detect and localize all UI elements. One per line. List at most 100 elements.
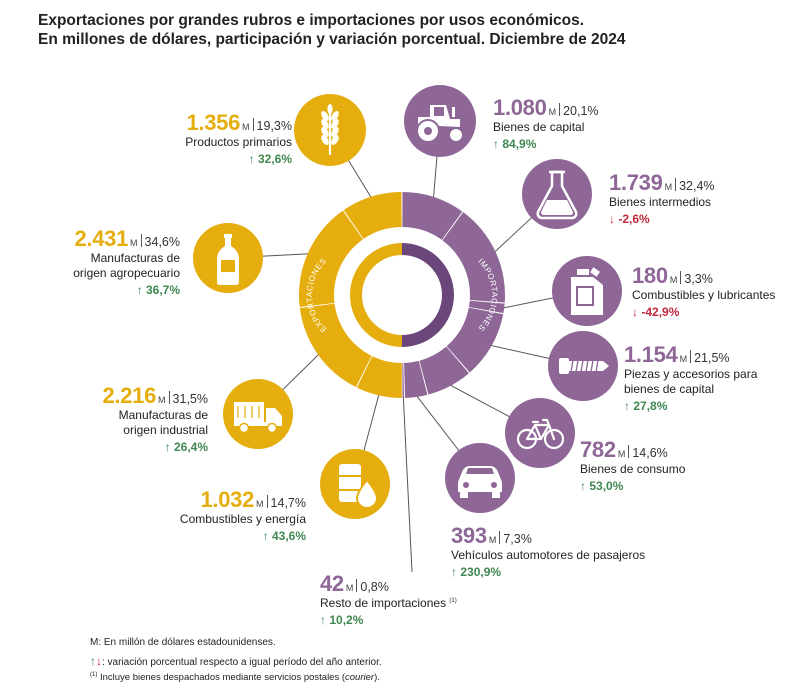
export-item-combustibles: 1.032 M 14,7% Combustibles y energía ↑ 43,…: [180, 487, 306, 544]
flask-icon: [522, 159, 592, 229]
bottle-icon: [193, 223, 263, 293]
variation: ↓ -2,6%: [609, 212, 650, 227]
unit: M: [158, 395, 166, 405]
value: 1.032: [200, 487, 255, 512]
leader-line-resto: [402, 395, 413, 573]
share: 34,6%: [144, 235, 180, 249]
label: Productos primarios: [185, 135, 292, 150]
label: Manufacturas de: [118, 408, 208, 423]
unit: M: [242, 122, 250, 132]
screw-icon: [548, 331, 618, 401]
share: 14,7%: [270, 496, 306, 510]
label: Resto de importaciones (1): [320, 596, 457, 611]
unit: M: [256, 499, 264, 509]
title-line-2: En millones de dólares, participación y …: [38, 31, 626, 48]
share: 14,6%: [632, 446, 668, 460]
label: Piezas y accesorios para: [624, 367, 758, 382]
share: 31,5%: [172, 392, 208, 406]
label-line-2: origen industrial: [123, 423, 208, 438]
unit: M: [617, 449, 626, 459]
unit: M: [548, 107, 557, 117]
import-item-combustibles: 180 M 3,3% Combustibles y lubricantes ↓ -4…: [632, 263, 775, 320]
slice-export-4: [356, 356, 402, 398]
variation-note: ↑↓: variación porcentual respecto a igua…: [90, 654, 382, 668]
import-item-intermedios: 1.739 M 32,4% Bienes intermedios ↓ -2,6%: [609, 170, 715, 227]
label: Manufacturas de: [90, 251, 180, 266]
label: Bienes de capital: [493, 120, 585, 135]
label: Combustibles y lubricantes: [632, 288, 776, 303]
label: Combustibles y energía: [179, 512, 306, 527]
share: 32,4%: [679, 179, 715, 193]
jerrycan-icon: [552, 256, 622, 326]
label: Vehículos automotores de pasajeros: [451, 548, 646, 563]
value: 42: [320, 571, 344, 596]
variation: ↑ 230,9%: [451, 565, 502, 580]
share: 21,5%: [694, 351, 730, 365]
unit: M: [130, 238, 138, 248]
export-item-moa: 2.431 M 34,6% Manufacturas de origen agrop…: [73, 226, 180, 298]
share: 0,8%: [360, 580, 389, 594]
value: 2.216: [102, 383, 157, 408]
unit: M: [679, 354, 688, 364]
slice-export-2: [298, 210, 363, 308]
variation: ↑ 27,8%: [624, 398, 668, 413]
label-line-2: origen agropecuario: [73, 266, 180, 281]
exports-track: [349, 243, 402, 347]
share: 7,3%: [503, 532, 532, 546]
bicycle-icon: [505, 398, 575, 468]
label: Bienes intermedios: [609, 195, 712, 210]
title-line-1: Exportaciones por grandes rubros e impor…: [38, 12, 585, 29]
export-item-primarios: 1.356 M 19,3% Productos primarios ↑ 32,6%: [185, 110, 292, 167]
value: 782: [580, 437, 616, 462]
label-line-2: bienes de capital: [624, 382, 715, 397]
fuel-barrel-icon: [320, 449, 390, 519]
share: 3,3%: [684, 272, 713, 286]
slice-import-3: [468, 300, 505, 314]
value: 1.154: [624, 342, 678, 367]
variation: ↑ 32,6%: [248, 152, 292, 167]
slice-export-1: [343, 192, 402, 239]
variation: ↑ 43,6%: [262, 529, 306, 544]
import-item-resto: 42 M 0,8% Resto de importaciones (1) ↑ 10,…: [320, 571, 457, 628]
share: 19,3%: [256, 119, 292, 133]
import-item-capital: 1.080 M 20,1% Bienes de capital ↑ 84,9%: [493, 95, 599, 152]
value: 1.739: [609, 170, 663, 195]
variation: ↑ 10,2%: [320, 613, 364, 628]
slice-import-1: [402, 192, 463, 240]
value: 1.356: [186, 110, 241, 135]
variation: ↑ 53,0%: [580, 479, 624, 494]
variation: ↑ 26,4%: [164, 439, 208, 454]
share: 20,1%: [563, 104, 599, 118]
unit: M: [664, 182, 673, 192]
unit: M: [345, 583, 354, 593]
label: Bienes de consumo: [580, 462, 686, 477]
wheat-icon: [294, 94, 366, 166]
variation: ↓ -42,9%: [632, 305, 680, 320]
export-item-moi: 2.216 M 31,5% Manufacturas de origen indus…: [102, 383, 208, 455]
tractor-icon: [404, 85, 476, 157]
slice-import-2: [442, 212, 505, 303]
unit: M: [488, 535, 497, 545]
truck-icon: [223, 379, 293, 449]
chart-title: Exportaciones por grandes rubros e impor…: [38, 11, 626, 49]
variation: ↑ 84,9%: [493, 137, 537, 152]
slice-import-4: [446, 307, 504, 373]
unit: M: [669, 275, 678, 285]
value: 393: [451, 523, 487, 548]
slice-import-7: [402, 362, 405, 398]
variation: ↑ 36,7%: [136, 282, 180, 297]
import-item-vehiculos: 393 M 7,3% Vehículos automotores de pasaje…: [451, 523, 645, 580]
import-item-piezas: 1.154 M 21,5% Piezas y accesorios para bie…: [624, 342, 757, 414]
value: 1.080: [493, 95, 547, 120]
unit-note: M: En millón de dólares estadounidenses.: [90, 637, 276, 648]
value: 180: [632, 263, 668, 288]
slice-import-5: [419, 346, 469, 395]
slice-export-3: [299, 303, 372, 388]
value: 2.431: [74, 226, 129, 251]
slice-import-6: [404, 360, 428, 398]
import-item-consumo: 782 M 14,6% Bienes de consumo ↑ 53,0%: [580, 437, 685, 494]
car-icon: [445, 443, 515, 513]
imports-track: [402, 243, 455, 347]
footnote: (1) Incluye bienes despachados mediante …: [90, 672, 380, 684]
